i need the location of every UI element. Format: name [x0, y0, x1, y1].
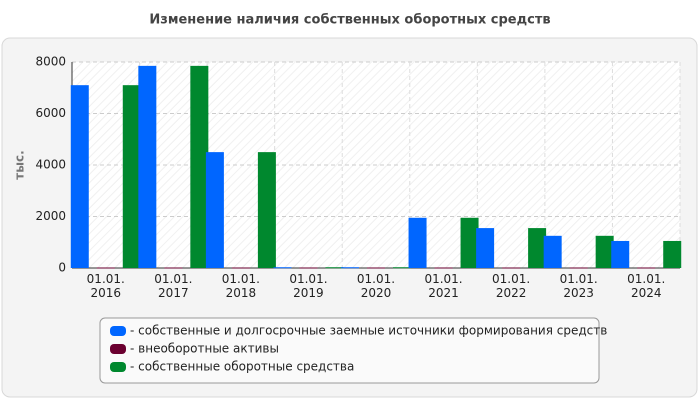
legend-box [99, 317, 600, 384]
legend-swatch [110, 362, 126, 372]
bar [543, 235, 562, 268]
y-tick-label: 4000 [35, 158, 66, 172]
legend-swatch [110, 344, 126, 354]
y-tick-label: 0 [58, 261, 66, 275]
x-tick-label: 01.01. 2021 [424, 272, 463, 300]
legend-label: - внеоборотные активы [130, 342, 279, 356]
legend-swatch [110, 326, 126, 336]
y-tick-label: 6000 [35, 106, 66, 120]
bar [460, 217, 479, 268]
legend-label: - собственные оборотные средства [130, 360, 354, 374]
bar [611, 240, 630, 268]
bar [190, 65, 209, 268]
bar [367, 267, 385, 269]
y-tick-label: 2000 [35, 209, 66, 223]
bar [528, 228, 547, 268]
x-tick-label: 01.01. 2020 [356, 272, 396, 300]
bar [205, 152, 224, 268]
bar [408, 217, 427, 268]
bar [569, 267, 588, 269]
bar [122, 85, 141, 268]
x-tick-label-box: 01.01. 2018 [221, 272, 260, 300]
bar [164, 267, 183, 269]
x-tick-label: 01.01. 2017 [154, 272, 193, 300]
bar [325, 267, 344, 269]
bar [273, 267, 292, 269]
x-tick-label: 01.01. 2018 [221, 272, 260, 300]
bar [637, 267, 656, 269]
bar [257, 152, 276, 268]
x-tick-label-box: 01.01. 2023 [559, 272, 598, 300]
bar [299, 267, 318, 269]
bar [502, 267, 521, 269]
bar [341, 267, 359, 269]
x-tick-label-box: 01.01. 2016 [86, 272, 125, 300]
x-tick-label: 01.01. 2019 [289, 272, 328, 300]
bar [96, 267, 115, 269]
x-tick-label-box: 01.01. 2022 [492, 272, 531, 300]
bar [138, 65, 157, 268]
bar [476, 228, 495, 268]
bar [231, 267, 250, 269]
x-tick-label: 01.01. 2024 [627, 272, 666, 300]
x-tick-label-box: 01.01. 2017 [154, 272, 193, 300]
bar [595, 235, 614, 268]
y-axis-label: тыс. [13, 150, 27, 179]
bar [393, 267, 411, 269]
x-tick-label: 01.01. 2023 [559, 272, 598, 300]
bar [70, 85, 89, 268]
x-tick-label-box: 01.01. 2024 [627, 272, 666, 300]
x-tick-label: 01.01. 2016 [86, 272, 125, 300]
chart-title: Изменение наличия собственных оборотных … [149, 13, 550, 28]
x-tick-label-box: 01.01. 2020 [356, 272, 396, 300]
y-tick-label: 8000 [35, 55, 66, 69]
x-tick-label: 01.01. 2022 [492, 272, 531, 300]
bar [663, 240, 682, 268]
x-tick-label-box: 01.01. 2019 [289, 272, 328, 300]
legend-label: - собственные и долгосрочные заемные ист… [130, 324, 607, 338]
bar [434, 267, 453, 269]
x-tick-label-box: 01.01. 2021 [424, 272, 463, 300]
